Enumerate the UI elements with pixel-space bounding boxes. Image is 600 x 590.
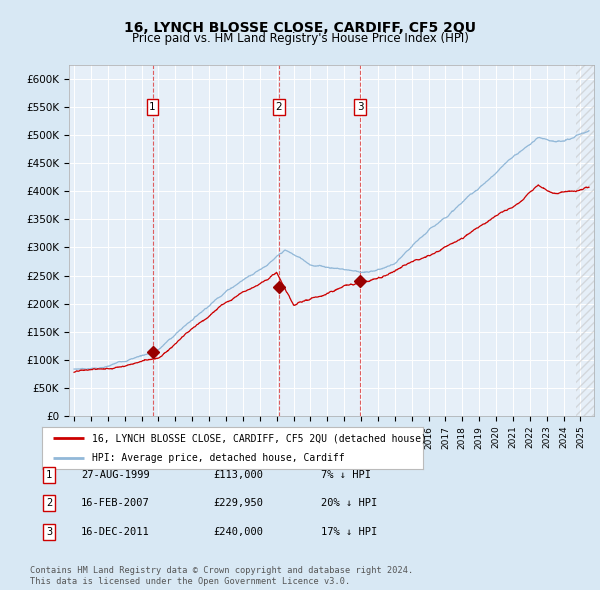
- Text: 16-DEC-2011: 16-DEC-2011: [81, 527, 150, 536]
- Text: 27-AUG-1999: 27-AUG-1999: [81, 470, 150, 480]
- Text: This data is licensed under the Open Government Licence v3.0.: This data is licensed under the Open Gov…: [30, 578, 350, 586]
- Text: 16-FEB-2007: 16-FEB-2007: [81, 499, 150, 508]
- Bar: [576, 65, 600, 416]
- Text: 3: 3: [357, 102, 364, 112]
- Text: 3: 3: [46, 527, 52, 536]
- Text: 2: 2: [46, 499, 52, 508]
- Text: 17% ↓ HPI: 17% ↓ HPI: [321, 527, 377, 536]
- Text: HPI: Average price, detached house, Cardiff: HPI: Average price, detached house, Card…: [92, 453, 344, 463]
- Text: £240,000: £240,000: [213, 527, 263, 536]
- Text: 16, LYNCH BLOSSE CLOSE, CARDIFF, CF5 2QU: 16, LYNCH BLOSSE CLOSE, CARDIFF, CF5 2QU: [124, 21, 476, 35]
- Text: Contains HM Land Registry data © Crown copyright and database right 2024.: Contains HM Land Registry data © Crown c…: [30, 566, 413, 575]
- Text: £113,000: £113,000: [213, 470, 263, 480]
- Text: 16, LYNCH BLOSSE CLOSE, CARDIFF, CF5 2QU (detached house): 16, LYNCH BLOSSE CLOSE, CARDIFF, CF5 2QU…: [92, 433, 427, 443]
- Text: 20% ↓ HPI: 20% ↓ HPI: [321, 499, 377, 508]
- Text: 1: 1: [46, 470, 52, 480]
- Text: £229,950: £229,950: [213, 499, 263, 508]
- Text: 7% ↓ HPI: 7% ↓ HPI: [321, 470, 371, 480]
- Text: Price paid vs. HM Land Registry's House Price Index (HPI): Price paid vs. HM Land Registry's House …: [131, 32, 469, 45]
- Text: 1: 1: [149, 102, 156, 112]
- Text: 2: 2: [275, 102, 282, 112]
